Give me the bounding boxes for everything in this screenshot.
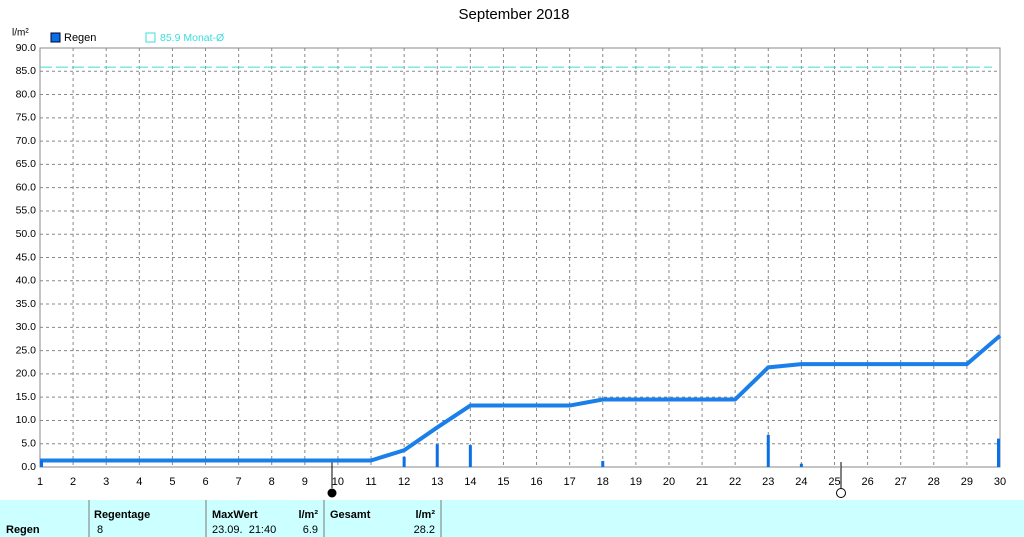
x-tick-label: 6 [202,476,208,488]
x-tick-label: 21 [696,476,708,488]
bar [601,460,605,467]
x-tick-label: 22 [729,476,741,488]
y-tick-label: 25.0 [16,344,37,356]
bar [799,463,803,467]
y-tick-label: 40.0 [16,275,37,287]
bar [766,434,770,467]
y-tick-label: 75.0 [16,112,37,124]
bar [40,460,43,467]
table-header: MaxWert [212,509,258,521]
table-cell: 8 [97,524,103,536]
y-tick-label: 35.0 [16,298,37,310]
y-tick-label: 65.0 [16,158,37,170]
y-tick-label: 10.0 [16,414,37,426]
bar [997,438,1000,467]
x-tick-label: 2 [70,476,76,488]
x-tick-label: 10 [332,476,344,488]
bar [435,444,439,467]
y-tick-label: 45.0 [16,251,37,263]
x-tick-label: 8 [269,476,275,488]
y-tick-label: 85.0 [16,65,37,77]
y-tick-label: 70.0 [16,135,37,147]
cumulative-line [40,334,1002,463]
y-tick-label: 60.0 [16,181,37,193]
table-cell: 28.2 [414,524,435,536]
table-header: l/m² [415,509,435,521]
x-tick-label: 28 [928,476,940,488]
y-tick-label: 30.0 [16,321,37,333]
legend-swatch [50,32,61,43]
x-tick-label: 18 [597,476,609,488]
x-tick-label: 9 [302,476,308,488]
legend-label: 85.9 Monat-Ø [160,32,224,44]
x-tick-label: 26 [861,476,873,488]
x-tick-label: 23 [762,476,774,488]
chart-title: September 2018 [459,6,570,23]
y-tick-label: 50.0 [16,228,37,240]
x-tick-label: 11 [365,476,376,488]
y-tick-label: 5.0 [21,438,36,450]
table-header: Regentage [94,509,150,521]
full-moon [836,488,846,498]
x-tick-label: 29 [961,476,973,488]
table-header: l/m² [298,509,318,521]
bar [402,456,406,467]
x-tick-label: 3 [103,476,109,488]
x-tick-label: 12 [398,476,410,488]
x-tick-label: 5 [169,476,175,488]
y-tick-label: 55.0 [16,205,37,217]
x-tick-label: 20 [663,476,675,488]
x-tick-label: 16 [530,476,542,488]
table-cell: 6.9 [303,524,318,536]
table-cell: Regen [6,524,40,536]
bar [468,445,472,467]
x-tick-label: 19 [630,476,642,488]
new-moon [327,488,337,498]
y-tick-label: 80.0 [16,88,37,100]
x-tick-label: 13 [431,476,443,488]
x-tick-label: 1 [37,476,43,488]
y-tick-label: 0.0 [21,461,36,473]
x-tick-label: 15 [497,476,509,488]
x-tick-label: 7 [236,476,242,488]
x-tick-label: 17 [564,476,576,488]
y-axis-label: l/m² [12,28,29,39]
x-tick-label: 24 [795,476,807,488]
legend-label: Regen [64,32,96,44]
x-tick-label: 14 [464,476,476,488]
x-tick-label: 27 [895,476,907,488]
y-tick-label: 15.0 [16,391,37,403]
summary-table [0,500,1024,537]
table-header: Gesamt [330,509,371,521]
y-tick-label: 90.0 [16,42,37,54]
x-tick-label: 25 [828,476,840,488]
y-tick-label: 20.0 [16,368,37,380]
table-cell: 23.09. 21:40 [212,524,276,536]
x-tick-label: 30 [994,476,1006,488]
x-tick-label: 4 [136,476,142,488]
legend-swatch [145,32,156,43]
